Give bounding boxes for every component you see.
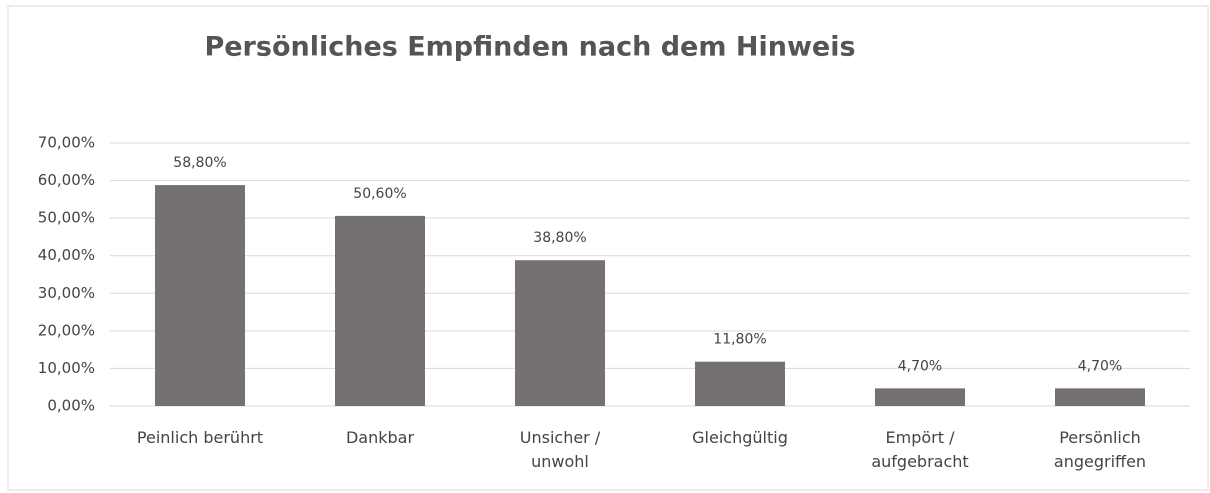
bar	[515, 260, 605, 406]
y-tick-label: 70,00%	[38, 134, 95, 152]
x-tick-label: Empört / aufgebracht	[871, 428, 969, 471]
data-label: 58,80%	[173, 155, 226, 171]
data-label: 50,60%	[353, 186, 406, 202]
chart-title: Persönliches Empfinden nach dem Hinweis	[204, 32, 855, 63]
y-tick-label: 10,00%	[38, 359, 95, 377]
bar	[695, 361, 785, 406]
data-label: 4,70%	[898, 358, 942, 374]
x-tick-label: Dankbar	[345, 428, 415, 447]
y-tick-label: 60,00%	[38, 171, 95, 189]
x-tick-label: Gleichgültig	[692, 428, 788, 447]
data-label: 4,70%	[1078, 358, 1122, 374]
chart-border	[7, 5, 1209, 491]
y-tick-label: 0,00%	[47, 397, 95, 415]
bar	[875, 388, 965, 406]
bar	[335, 215, 425, 406]
x-tick-label: Persönlich angegriffen	[1053, 428, 1147, 471]
x-tick-label: Unsicher / unwohl	[519, 428, 601, 471]
y-tick-label: 50,00%	[38, 209, 95, 227]
bar	[155, 185, 245, 406]
bar	[1055, 388, 1145, 406]
x-tick-label: Peinlich berührt	[136, 428, 264, 447]
data-label: 38,80%	[533, 230, 586, 246]
y-tick-label: 30,00%	[38, 284, 95, 302]
y-tick-label: 40,00%	[38, 246, 95, 264]
y-tick-label: 20,00%	[38, 321, 95, 339]
data-label: 11,80%	[713, 332, 766, 348]
